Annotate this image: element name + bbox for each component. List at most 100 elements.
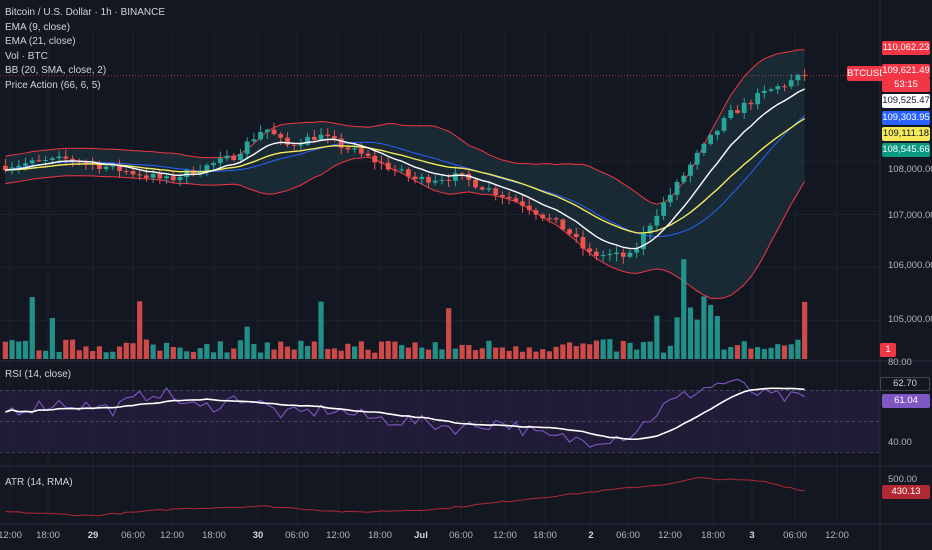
time-tick: 12:00 <box>825 530 849 541</box>
moving-averages <box>0 75 880 250</box>
volume-bar <box>425 349 432 359</box>
volume-bar <box>634 349 640 359</box>
indicator-ema9[interactable]: EMA (9, close) <box>5 21 71 33</box>
volume-bar <box>734 345 741 359</box>
volume-bar <box>593 340 600 359</box>
candle <box>782 86 787 88</box>
chart-title[interactable]: Bitcoin / U.S. Dollar · 1h · BINANCE <box>5 7 166 18</box>
candle <box>526 205 532 211</box>
candle <box>271 129 277 135</box>
candle <box>446 179 452 181</box>
candle <box>721 118 727 131</box>
candle <box>117 164 122 172</box>
volume-bar <box>110 351 116 359</box>
volume-bar <box>479 348 485 359</box>
volume-bar <box>69 339 76 359</box>
volume-bar <box>587 344 593 359</box>
volume-bars <box>2 259 808 359</box>
candle <box>607 254 613 256</box>
candle <box>768 89 774 91</box>
volume-bar <box>708 304 714 359</box>
volume-bar <box>526 347 532 359</box>
volume-bar <box>667 345 673 359</box>
rsi-ma-line <box>5 387 805 441</box>
candle <box>708 134 714 144</box>
atr-pane[interactable] <box>5 477 805 517</box>
symbol-tag[interactable]: BTCUSD <box>847 66 887 81</box>
volume-bar <box>446 308 452 359</box>
indicator-bollinger[interactable]: BB (20, SMA, close, 2) <box>5 65 107 76</box>
volume-bar <box>305 346 311 359</box>
candle <box>452 173 458 181</box>
candle <box>96 163 102 170</box>
volume-bar <box>90 351 96 359</box>
candle <box>486 188 492 190</box>
volume-bar <box>150 344 156 359</box>
indicator-price-action[interactable]: Price Action (66, 6, 5) <box>5 79 101 91</box>
time-tick: 18:00 <box>36 530 60 541</box>
candle <box>164 176 169 179</box>
volume-bar <box>533 351 539 359</box>
volume-bar <box>264 342 270 359</box>
rsi-title[interactable]: RSI (14, close) <box>5 369 72 380</box>
volume-bar <box>130 343 136 359</box>
candle <box>285 137 290 145</box>
atr-line <box>5 477 805 517</box>
candle <box>459 173 465 175</box>
volume-bar <box>640 342 647 359</box>
volume-bar <box>318 301 324 359</box>
candle <box>264 129 270 132</box>
candle <box>352 148 358 150</box>
candle <box>493 188 499 196</box>
indicator-ema21[interactable]: EMA (21, close) <box>5 36 76 47</box>
ema9-price-label: 109,525.47 <box>882 94 930 108</box>
volume-bar <box>76 350 82 359</box>
candle <box>614 252 619 255</box>
candle <box>520 201 525 206</box>
candle <box>667 194 673 203</box>
candle <box>332 136 337 139</box>
candle <box>345 147 351 150</box>
candle <box>587 248 593 252</box>
volume-bar <box>795 339 801 359</box>
volume-bar <box>184 351 190 359</box>
time-tick: 12:00 <box>326 530 350 541</box>
atr-tick: 500.00 <box>888 474 918 485</box>
rsi-pane[interactable] <box>0 378 880 454</box>
candle <box>251 139 257 142</box>
candle <box>278 134 284 138</box>
price-tick: 107,000.00 <box>888 210 932 221</box>
candle <box>29 160 35 164</box>
high-price-label: 110,062.23 <box>882 41 930 55</box>
candle <box>479 187 485 190</box>
volume-bar <box>620 341 626 359</box>
candle <box>674 181 680 195</box>
candlesticks[interactable] <box>2 68 808 264</box>
volume-bar <box>271 349 277 359</box>
volume-bar <box>177 347 183 359</box>
volume-bar <box>96 346 102 359</box>
candle <box>775 86 781 90</box>
candle <box>298 144 304 146</box>
atr-title[interactable]: ATR (14, RMA) <box>5 477 73 488</box>
bollinger-fill <box>5 49 805 299</box>
time-tick: 06:00 <box>121 530 145 541</box>
candle <box>513 198 519 202</box>
candle <box>688 164 693 176</box>
indicator-volume[interactable]: Vol · BTC <box>5 50 48 62</box>
candle <box>392 169 398 171</box>
volume-bar <box>224 352 230 359</box>
volume-bar <box>43 350 49 359</box>
time-tick: 06:00 <box>285 530 309 541</box>
time-tick: 3 <box>749 530 755 541</box>
candle <box>553 218 559 220</box>
candle <box>788 80 794 87</box>
volume-bar <box>519 351 526 359</box>
candle <box>379 162 384 164</box>
candle <box>412 176 418 180</box>
candle <box>741 102 747 113</box>
volume-bar <box>137 301 143 359</box>
volume-bar <box>627 342 633 359</box>
